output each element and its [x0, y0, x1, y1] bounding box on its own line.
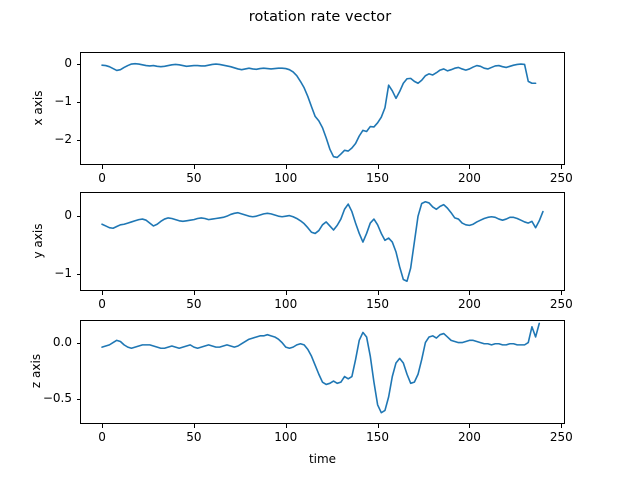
xtick-label: 250	[549, 430, 573, 444]
xtick-mark	[469, 424, 471, 428]
xtick-label: 0	[98, 430, 106, 444]
xtick-mark	[285, 291, 287, 295]
xtick-mark	[469, 165, 471, 169]
xtick-label: 150	[366, 171, 390, 185]
xtick-label: 150	[366, 430, 390, 444]
xtick-label: 250	[549, 171, 573, 185]
xtick-mark	[193, 424, 195, 428]
xtick-mark	[193, 165, 195, 169]
xtick-mark	[102, 424, 104, 428]
subplot-z-axis	[80, 320, 565, 424]
data-line-y-axis	[101, 200, 544, 283]
axes-frame-y	[80, 192, 565, 291]
xtick-label: 200	[458, 171, 481, 185]
xtick-label: 150	[366, 297, 390, 311]
xtick-label: 200	[458, 430, 481, 444]
ytick-label: −2	[54, 131, 72, 146]
xtick-label: 0	[98, 171, 106, 185]
xtick-mark	[102, 165, 104, 169]
xtick-label: 200	[458, 297, 481, 311]
ytick-label: 0	[64, 208, 72, 223]
line-plot-y	[101, 200, 544, 283]
xtick-mark	[561, 424, 563, 428]
xtick-label: 50	[186, 171, 202, 185]
xtick-mark	[285, 424, 287, 428]
xtick-label: 100	[274, 171, 298, 185]
ytick-mark	[76, 102, 80, 104]
xtick-label: 250	[549, 297, 573, 311]
ytick-mark	[76, 216, 80, 218]
ytick-mark	[76, 64, 80, 66]
xlabel-time: time	[308, 452, 337, 466]
data-line-z-axis	[101, 322, 541, 414]
xtick-mark	[561, 291, 563, 295]
xtick-mark	[193, 291, 195, 295]
xtick-mark	[561, 165, 563, 169]
subplot-y-axis	[80, 192, 565, 291]
ytick-mark	[76, 273, 80, 275]
line-plot-z	[101, 322, 541, 414]
xtick-mark	[285, 165, 287, 169]
xtick-label: 50	[186, 430, 202, 444]
xtick-mark	[469, 291, 471, 295]
xtick-label: 100	[274, 430, 298, 444]
axes-frame-x	[80, 52, 565, 165]
ytick-label: −0.5	[42, 391, 72, 406]
ytick-mark	[76, 342, 80, 344]
line-plot-x	[101, 62, 537, 159]
xtick-label: 100	[274, 297, 298, 311]
ytick-label: 0.0	[52, 334, 72, 349]
xtick-label: 0	[98, 297, 106, 311]
ytick-label: −1	[54, 94, 72, 109]
xtick-mark	[377, 165, 379, 169]
xtick-mark	[102, 291, 104, 295]
ytick-label: 0	[64, 56, 72, 71]
xtick-label: 50	[186, 297, 202, 311]
ytick-mark	[76, 399, 80, 401]
data-line-x-axis	[101, 62, 537, 159]
figure-title: rotation rate vector	[248, 9, 392, 25]
xtick-mark	[377, 424, 379, 428]
ytick-label: −1	[54, 265, 72, 280]
ytick-mark	[76, 139, 80, 141]
subplot-x-axis	[80, 52, 565, 165]
axes-frame-z	[80, 320, 565, 424]
xtick-mark	[377, 291, 379, 295]
